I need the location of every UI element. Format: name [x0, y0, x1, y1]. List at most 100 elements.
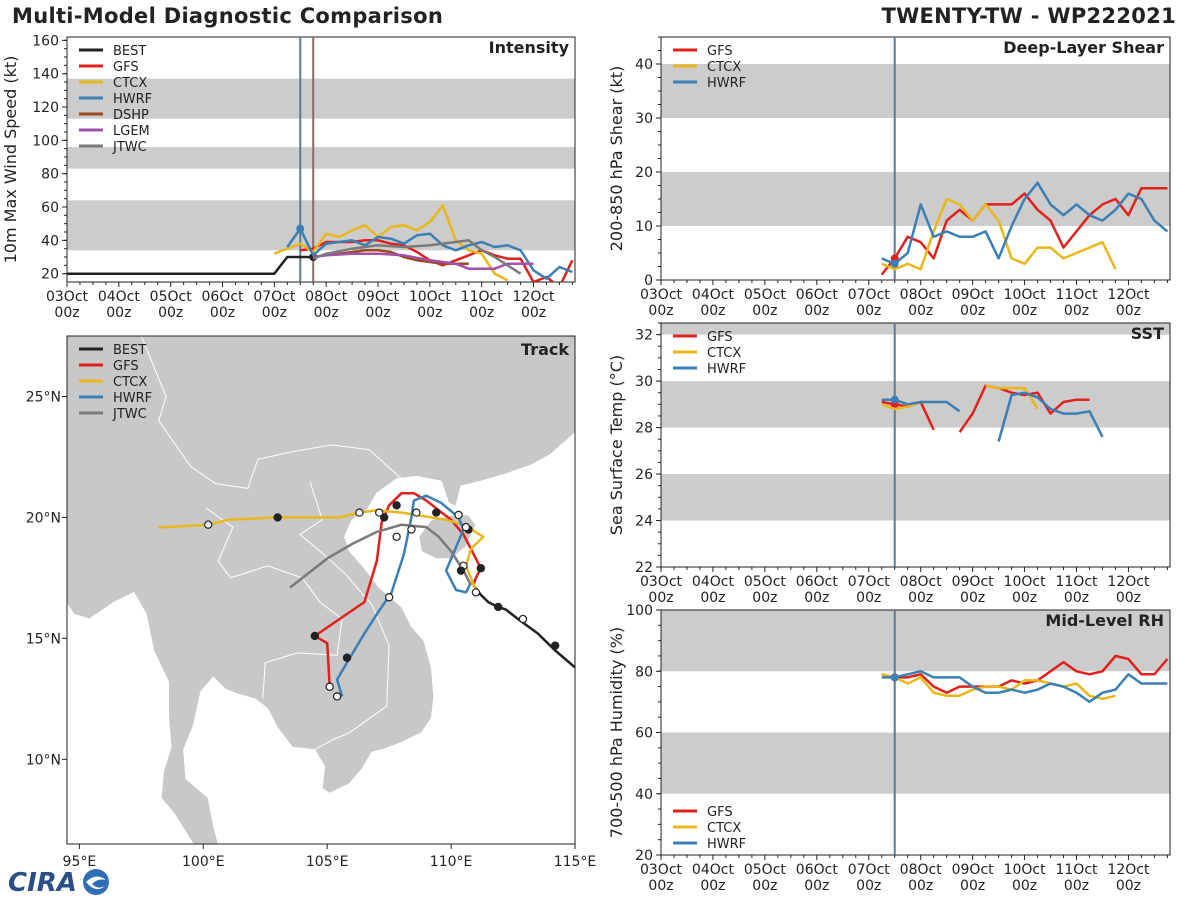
rh-x-tick-label: 09Oct: [952, 862, 995, 878]
track-point-ctcx: [375, 508, 384, 517]
shear-y-tick-label: 20: [635, 165, 653, 181]
sst-x-tick-label: 07Oct: [848, 574, 891, 590]
shear-x-tick-label: 08Oct: [900, 287, 943, 303]
shear-x-tick-label: 04Oct: [692, 287, 735, 303]
intensity-series-lgem: [313, 252, 534, 270]
shear-x-tick-sublabel: 00z: [960, 303, 985, 319]
track-point-jtwc: [456, 566, 466, 575]
track-point-gfs: [310, 631, 320, 641]
shear-band: [661, 172, 1170, 226]
intensity-y-tick-label: 120: [32, 100, 59, 116]
intensity-legend-label-hwrf: HWRF: [113, 92, 152, 107]
rh-title: Mid-Level RH: [1045, 611, 1164, 630]
shear-y-tick-label: 0: [644, 273, 653, 289]
sst-x-tick-sublabel: 00z: [1012, 590, 1037, 606]
track-point-ctcx: [461, 522, 471, 532]
intensity-x-tick-label: 04Oct: [98, 289, 141, 305]
intensity-x-tick-label: 08Oct: [305, 289, 348, 305]
rh-x-tick-label: 10Oct: [1004, 862, 1047, 878]
sst-x-tick-sublabel: 00z: [960, 590, 985, 606]
track-line-best: [472, 584, 575, 669]
intensity-y-axis-label: 10m Max Wind Speed (kt): [1, 56, 20, 264]
shear-x-tick-label: 03Oct: [640, 287, 683, 303]
track-legend-label-gfs: GFS: [113, 359, 139, 374]
rh-x-tick-label: 08Oct: [900, 862, 943, 878]
rh-panel: 2040608010003Oct00z04Oct00z05Oct00z06Oct…: [607, 603, 1171, 894]
sst-panel: 22242628303203Oct00z04Oct00z05Oct00z06Oc…: [607, 322, 1171, 606]
track-point-gfs: [392, 501, 401, 510]
shear-series-ctcx: [881, 197, 1117, 271]
track-point-gfs: [476, 564, 486, 573]
track-point-ctcx: [273, 513, 282, 522]
intensity-band: [67, 78, 575, 119]
track-lon-label: 100°E: [182, 854, 225, 870]
shear-x-tick-label: 07Oct: [848, 287, 891, 303]
track-legend-label-ctcx: CTCX: [113, 375, 147, 390]
shear-x-tick-sublabel: 00z: [908, 303, 933, 319]
rh-x-tick-sublabel: 00z: [700, 878, 725, 894]
shear-series-hwrf: [881, 181, 1169, 266]
intensity-x-tick-label: 05Oct: [150, 289, 193, 305]
track-point-hwrf: [332, 692, 342, 701]
intensity-y-tick-label: 100: [32, 133, 59, 149]
intensity-series-hwrf: [286, 227, 573, 280]
rh-x-tick-sublabel: 00z: [1064, 878, 1089, 894]
sst-marker-hwrf: [890, 395, 899, 404]
track-line-gfs: [313, 491, 483, 687]
track-point-hwrf: [342, 653, 352, 662]
intensity-x-tick-label: 12Oct: [513, 289, 556, 305]
rh-x-tick-sublabel: 00z: [752, 878, 777, 894]
sst-title: SST: [1131, 324, 1164, 343]
sst-x-tick-label: 03Oct: [640, 574, 683, 590]
sst-series-hwrf: [997, 391, 1104, 442]
intensity-x-tick-sublabel: 00z: [469, 305, 494, 321]
track-legend-label-jtwc: JTWC: [112, 407, 147, 422]
track-point-hwrf: [384, 593, 394, 602]
track-frame: [66, 335, 576, 845]
cira-logo-globe-icon: [83, 869, 109, 895]
intensity-legend-label-best: BEST: [113, 44, 146, 59]
track-lon-label: 105°E: [306, 854, 349, 870]
track-lon-label: 110°E: [430, 854, 473, 870]
sst-x-tick-label: 06Oct: [796, 574, 839, 590]
track-point-best: [518, 614, 528, 624]
track-line-ctcx: [158, 508, 485, 591]
rh-y-tick-label: 20: [635, 848, 653, 864]
sst-y-tick-label: 24: [635, 514, 653, 530]
shear-legend-label-gfs: GFS: [707, 44, 733, 59]
rh-y-tick-label: 40: [635, 787, 653, 803]
track-country-border: [140, 336, 402, 489]
shear-y-tick-label: 40: [635, 57, 653, 73]
track-land-mainland: [67, 336, 575, 844]
track-point-ctcx: [471, 588, 481, 597]
intensity-marker-hwrf: [296, 224, 305, 233]
track-point-hwrf: [407, 525, 416, 534]
sst-band: [661, 323, 1170, 335]
intensity-y-tick-label: 140: [32, 67, 59, 83]
track-point-gfs: [379, 513, 389, 522]
intensity-y-tick-label: 80: [41, 167, 59, 183]
shear-x-tick-sublabel: 00z: [1012, 303, 1037, 319]
intensity-x-tick-sublabel: 00z: [262, 305, 287, 321]
intensity-x-tick-sublabel: 00z: [314, 305, 339, 321]
shear-x-tick-sublabel: 00z: [856, 303, 881, 319]
rh-x-tick-sublabel: 00z: [648, 878, 673, 894]
rh-x-tick-sublabel: 00z: [960, 878, 985, 894]
shear-y-tick-label: 30: [635, 111, 653, 127]
intensity-legend-label-lgem: LGEM: [113, 124, 150, 139]
intensity-x-tick-label: 06Oct: [201, 289, 244, 305]
shear-x-tick-sublabel: 00z: [804, 303, 829, 319]
rh-x-tick-sublabel: 00z: [1116, 878, 1141, 894]
sst-series-group: [881, 384, 1104, 442]
intensity-x-tick-label: 07Oct: [253, 289, 296, 305]
sst-series-gfs: [958, 384, 1090, 433]
intensity-x-tick-sublabel: 00z: [417, 305, 442, 321]
shear-x-tick-sublabel: 00z: [700, 303, 725, 319]
sst-x-tick-sublabel: 00z: [856, 590, 881, 606]
sst-legend-label-hwrf: HWRF: [707, 362, 746, 377]
track-lon-label: 95°E: [63, 854, 97, 870]
rh-legend-label-hwrf: HWRF: [707, 837, 746, 852]
track-country-border: [205, 507, 343, 699]
rh-y-tick-label: 100: [626, 603, 653, 619]
intensity-series-ctcx: [273, 204, 509, 282]
